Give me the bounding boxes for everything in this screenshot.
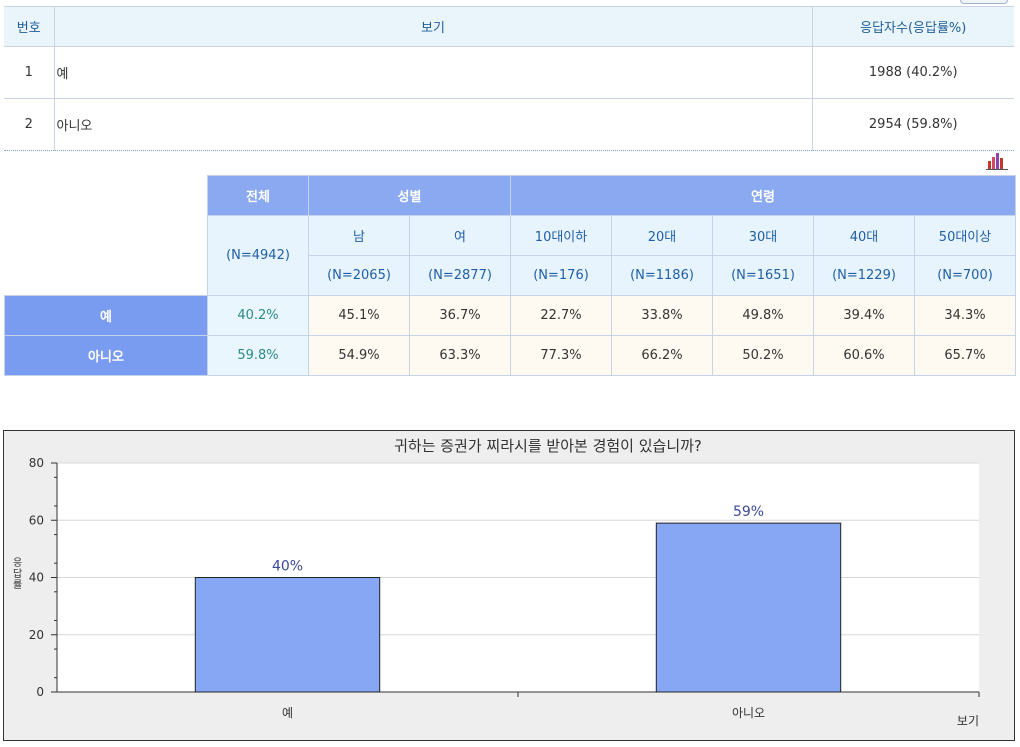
x-tick-label: 아니오 <box>732 706 765 720</box>
cell-value: 39.4% <box>813 295 916 336</box>
row-number: 1 <box>4 46 55 99</box>
cell-value: 54.9% <box>308 335 410 376</box>
table-row: 1 예 1988 (40.2%) <box>4 46 1014 99</box>
col-label: 40대 <box>813 215 916 256</box>
col-n: (N=1229) <box>813 255 916 296</box>
cell-value: 77.3% <box>510 335 613 376</box>
col-label: 50대이상 <box>914 215 1017 256</box>
col-label: 20대 <box>611 215 714 256</box>
chart-title: 귀하는 증권가 찌라시를 받아본 경험이 있습니까? <box>394 437 702 455</box>
col-n: (N=2065) <box>308 255 410 296</box>
cell-value: 22.7% <box>510 295 613 336</box>
cell-value: 34.3% <box>914 295 1017 336</box>
cell-value: 66.2% <box>611 335 714 376</box>
y-tick-label: 80 <box>29 456 44 470</box>
bar <box>655 522 842 693</box>
y-tick-label: 40 <box>29 571 44 585</box>
col-n: (N=700) <box>914 255 1017 296</box>
col-n: (N=1651) <box>712 255 815 296</box>
cell-value: 36.7% <box>408 295 512 336</box>
cross-table: 전체 성별 연령 (N=4942) 남 여 10대이하 20대 30대 40대 … <box>4 175 1017 376</box>
row-total: 40.2% <box>207 295 309 336</box>
y-tick-label: 20 <box>29 628 44 642</box>
table-row: 2 아니오 2954 (59.8%) <box>4 98 1014 151</box>
bar-chart-icon[interactable] <box>986 152 1008 170</box>
data-label: 59% <box>733 504 764 520</box>
header-gender: 성별 <box>307 175 512 216</box>
row-option: 예 <box>53 46 813 99</box>
header-total: 전체 <box>207 175 309 216</box>
row-total: 59.8% <box>207 335 309 376</box>
header-option: 보기 <box>53 6 813 47</box>
cell-value: 33.8% <box>611 295 714 336</box>
cell-value: 50.2% <box>712 335 815 376</box>
x-tick-label: 예 <box>282 706 293 720</box>
bar-chart: 귀하는 증권가 찌라시를 받아본 경험이 있습니까? 0 20 40 60 80 응 답 률 40… <box>3 430 1015 741</box>
x-axis-label: 보기 <box>957 714 979 728</box>
col-n: (N=176) <box>510 255 613 296</box>
row-label: 예 <box>4 295 208 336</box>
header-age: 연령 <box>510 175 1017 216</box>
row-label: 아니오 <box>4 335 208 376</box>
data-label: 40% <box>272 559 303 575</box>
chart-svg: 귀하는 증권가 찌라시를 받아본 경험이 있습니까? 0 20 40 60 80 응 답 률 40… <box>13 437 980 728</box>
top-corner-button[interactable] <box>960 0 1008 4</box>
cell-value: 49.8% <box>712 295 815 336</box>
col-n: (N=1186) <box>611 255 714 296</box>
col-label: 10대이하 <box>510 215 613 256</box>
row-option: 아니오 <box>53 98 813 151</box>
cell-value: 45.1% <box>308 295 410 336</box>
header-number: 번호 <box>4 6 55 47</box>
blank-corner <box>4 175 208 296</box>
row-result: 2954 (59.8%) <box>811 98 1014 151</box>
col-label: 남 <box>308 215 410 256</box>
col-label: 여 <box>408 215 512 256</box>
table-row: 예 40.2% 45.1% 36.7% 22.7% 33.8% 49.8% 39… <box>4 295 1017 336</box>
row-number: 2 <box>4 98 55 151</box>
header-count: 응답자수(응답률%) <box>811 6 1014 47</box>
total-n: (N=4942) <box>207 215 309 296</box>
col-label: 30대 <box>712 215 815 256</box>
table-row: 아니오 59.8% 54.9% 63.3% 77.3% 66.2% 50.2% … <box>4 335 1017 376</box>
row-result: 1988 (40.2%) <box>811 46 1014 99</box>
cell-value: 65.7% <box>914 335 1017 376</box>
col-n: (N=2877) <box>408 255 512 296</box>
y-tick-label: 0 <box>36 685 44 699</box>
cell-value: 60.6% <box>813 335 916 376</box>
results-table: 번호 보기 응답자수(응답률%) 1 예 1988 (40.2%) 2 아니오 … <box>4 6 1014 151</box>
results-header-row: 번호 보기 응답자수(응답률%) <box>4 6 1014 47</box>
bar <box>194 577 381 693</box>
cell-value: 63.3% <box>408 335 512 376</box>
y-tick-label: 60 <box>29 513 44 527</box>
